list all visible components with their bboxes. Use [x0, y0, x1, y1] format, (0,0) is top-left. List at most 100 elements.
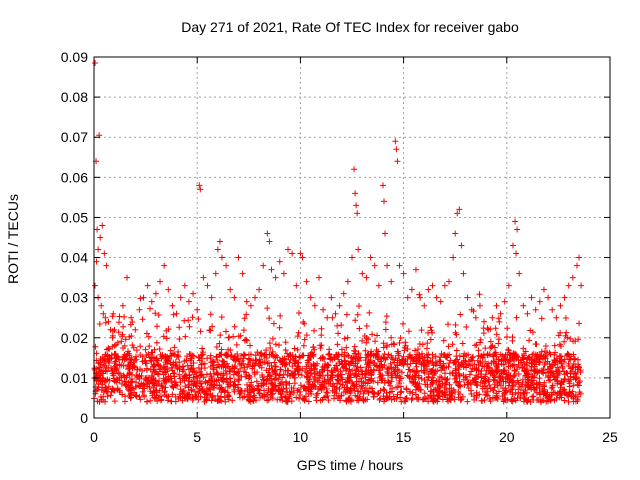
data-point [189, 396, 196, 403]
data-point [343, 311, 350, 318]
data-point [132, 384, 139, 391]
data-point [496, 318, 503, 325]
data-point [417, 294, 424, 301]
data-point [565, 392, 572, 399]
data-point [452, 329, 459, 336]
data-point [442, 353, 449, 360]
data-point [427, 368, 434, 375]
data-point [105, 345, 112, 352]
data-point [428, 387, 435, 394]
data-point [568, 393, 575, 400]
data-point [272, 376, 279, 383]
data-point [365, 351, 372, 358]
data-point [514, 353, 521, 360]
data-point [251, 294, 258, 301]
data-point [562, 332, 569, 339]
data-point [142, 376, 149, 383]
data-point [468, 390, 475, 397]
data-point [479, 383, 486, 390]
data-point [185, 378, 192, 385]
data-point [500, 361, 507, 368]
data-point [472, 342, 479, 349]
data-point [439, 396, 446, 403]
data-point [388, 364, 395, 371]
data-point [450, 254, 457, 261]
data-point [228, 352, 235, 359]
data-point [510, 361, 517, 368]
data-point [272, 341, 279, 348]
data-point [128, 375, 135, 382]
data-point [437, 298, 444, 305]
data-point [387, 389, 394, 396]
data-point [322, 360, 329, 367]
data-point [397, 389, 404, 396]
data-point [565, 398, 572, 405]
data-point [104, 393, 111, 400]
data-point [391, 359, 398, 366]
data-point [311, 327, 318, 334]
data-point [314, 390, 321, 397]
data-point [502, 351, 509, 358]
data-point [259, 392, 266, 399]
data-point [509, 383, 516, 390]
data-point [176, 364, 183, 371]
data-point [255, 386, 262, 393]
data-point [253, 378, 260, 385]
data-point [139, 316, 146, 323]
data-point [475, 367, 482, 374]
data-point [431, 396, 438, 403]
data-point [264, 305, 271, 312]
data-point [455, 394, 462, 401]
data-point [447, 357, 454, 364]
data-point [478, 352, 485, 359]
data-point [144, 282, 151, 289]
data-point [432, 353, 439, 360]
data-point [483, 367, 490, 374]
data-point [529, 393, 536, 400]
data-point [203, 397, 210, 404]
data-point [348, 354, 355, 361]
data-point [195, 315, 202, 322]
data-point [145, 351, 152, 358]
data-point [281, 393, 288, 400]
data-point [365, 336, 372, 343]
data-point [98, 386, 105, 393]
data-point [354, 210, 361, 217]
data-point [559, 363, 566, 370]
data-point [512, 389, 519, 396]
data-point [289, 363, 296, 370]
data-point [531, 372, 538, 379]
data-point [528, 367, 535, 374]
data-point [260, 262, 267, 269]
data-point [169, 391, 176, 398]
data-point [443, 386, 450, 393]
data-point [284, 350, 291, 357]
data-point [199, 387, 206, 394]
data-point [130, 344, 137, 351]
data-point [305, 398, 312, 405]
data-point [256, 358, 263, 365]
data-point [269, 366, 276, 373]
data-point [416, 291, 423, 298]
data-point [137, 396, 144, 403]
data-point [434, 391, 441, 398]
data-point [447, 397, 454, 404]
data-point [132, 392, 139, 399]
data-point [278, 394, 285, 401]
data-point [470, 308, 477, 315]
data-point [173, 310, 180, 317]
data-point [412, 374, 419, 381]
x-tick-label: 10 [293, 429, 309, 445]
data-point [256, 390, 263, 397]
data-point [296, 353, 303, 360]
data-point [389, 374, 396, 381]
data-point [321, 378, 328, 385]
data-point [163, 354, 170, 361]
data-point [376, 396, 383, 403]
data-point [532, 306, 539, 313]
data-point [407, 368, 414, 375]
data-point [260, 393, 267, 400]
data-point [263, 347, 270, 354]
data-point [496, 388, 503, 395]
data-point [184, 362, 191, 369]
